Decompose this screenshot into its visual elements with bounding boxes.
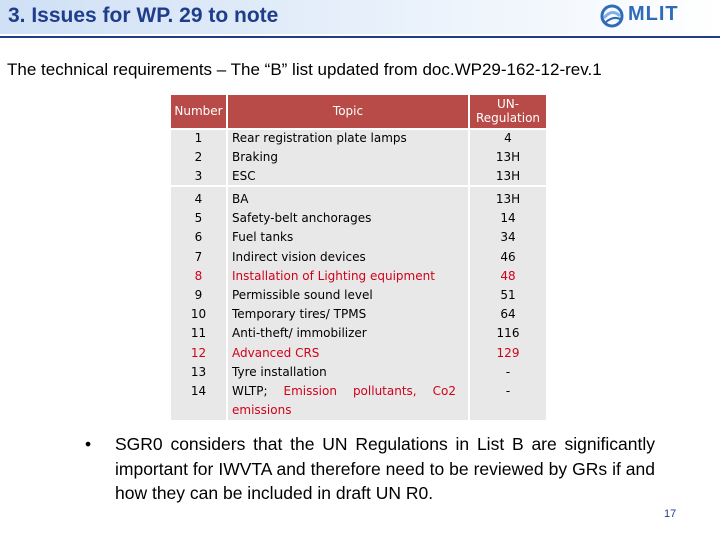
row-regulation: 116 — [496, 326, 520, 341]
row-number: 5 — [194, 211, 203, 226]
row-topic: Tyre installation — [232, 364, 327, 379]
row-regulation: - — [505, 383, 511, 398]
title-divider — [0, 36, 720, 38]
row-regulation: 4 — [504, 131, 512, 145]
mlit-logo-text: MLIT — [628, 3, 679, 25]
row-number: 14 — [190, 383, 207, 398]
row-regulation: 51 — [500, 287, 516, 302]
row-topic: Indirect vision devices — [232, 249, 366, 264]
header-number: Number — [171, 95, 226, 128]
row-topic: Rear registration plate lamps — [232, 131, 407, 145]
wltp-emission: Emission — [283, 383, 337, 398]
bullet-icon: • — [85, 434, 92, 454]
mlit-logo: MLIT — [598, 3, 713, 29]
row-regulation: 14 — [500, 211, 516, 226]
row-topic-highlighted: Installation of Lighting equipment — [232, 268, 435, 283]
row-number: 11 — [190, 326, 207, 341]
header-regulation: UN-Regulation — [470, 95, 546, 128]
row-topic: Braking — [232, 150, 279, 165]
mlit-logo-icon — [600, 4, 624, 28]
row-number: 1 — [194, 131, 203, 145]
group2-regulation-cell — [470, 187, 546, 420]
wltp-co2: Co2 — [432, 383, 456, 398]
row-topic: Safety-belt anchorages — [232, 211, 372, 226]
row-regulation: 34 — [500, 230, 516, 245]
row-regulation: 46 — [500, 249, 516, 264]
row-topic: Temporary tires/ TPMS — [232, 307, 367, 322]
row-number: 9 — [194, 287, 203, 302]
bullet-text: SGR0 considers that the UN Regulations i… — [115, 434, 655, 503]
row-number-highlighted: 8 — [194, 268, 203, 283]
row-regulation-highlighted: 129 — [496, 345, 520, 360]
header-topic: Topic — [228, 95, 468, 128]
row-number: 10 — [190, 307, 207, 322]
row-regulation: 13H — [495, 192, 521, 206]
group1-regulation-cell — [470, 130, 546, 185]
row-regulation: - — [505, 364, 511, 379]
group1-topic-cell — [228, 130, 468, 185]
group2-number-cell — [171, 187, 226, 420]
row-topic: Fuel tanks — [232, 230, 294, 245]
row-number: 2 — [194, 150, 203, 165]
slide-title: 3. Issues for WP. 29 to note — [8, 4, 279, 27]
row-topic-wltp: WLTP; Emission pollutants, Co2 — [232, 382, 456, 401]
page-number: 17 — [664, 508, 677, 520]
row-number: 6 — [194, 230, 203, 245]
row-topic: BA — [232, 192, 249, 206]
row-regulation-highlighted: 48 — [500, 268, 516, 283]
group1-number-cell — [171, 130, 226, 185]
row-regulation: 64 — [500, 307, 516, 322]
row-regulation: 13H — [495, 169, 521, 184]
row-number-highlighted: 12 — [190, 345, 207, 360]
row-regulation: 13H — [495, 150, 521, 165]
row-number: 7 — [194, 249, 203, 264]
row-topic-highlighted: Advanced CRS — [232, 345, 320, 360]
b-list-table: Number Topic UN-Regulation 1 2 3 Rear re… — [171, 95, 546, 420]
row-number: 13 — [190, 364, 207, 379]
row-topic: ESC — [232, 169, 256, 184]
title-bar — [0, 0, 720, 34]
wltp-emissions: emissions — [232, 403, 292, 418]
row-topic: Permissible sound level — [232, 287, 373, 302]
row-topic: Anti-theft/ immobilizer — [232, 326, 367, 341]
row-number: 4 — [194, 192, 203, 206]
group2-topic-cell — [228, 187, 468, 420]
wltp-prefix: WLTP; — [232, 383, 268, 398]
row-number: 3 — [194, 169, 203, 184]
slide-subtitle: The technical requirements – The “B” lis… — [7, 60, 602, 79]
wltp-pollutants: pollutants, — [352, 383, 417, 398]
